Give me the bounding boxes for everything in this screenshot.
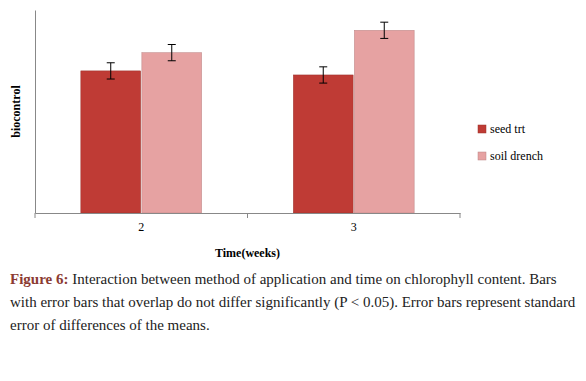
x-tick-label: 3 xyxy=(351,220,357,234)
legend-label: soil drench xyxy=(490,149,543,163)
error-bar-line xyxy=(380,38,388,39)
x-boundary-tick xyxy=(35,213,36,218)
legend-swatch xyxy=(478,152,486,160)
error-bar-line xyxy=(168,44,176,45)
x-axis-title: Time(weeks) xyxy=(215,246,280,260)
bar xyxy=(354,30,414,213)
error-bar xyxy=(380,22,388,38)
caption-label: Figure 6: xyxy=(10,271,68,287)
error-bar-line xyxy=(171,45,172,61)
error-bar-line xyxy=(168,60,176,61)
caption: Figure 6: Interaction between method of … xyxy=(10,268,576,337)
error-bar-line xyxy=(107,79,115,80)
legend-swatch xyxy=(478,125,486,133)
y-axis xyxy=(35,11,36,214)
legend-label: seed trt xyxy=(490,122,526,136)
caption-text: Interaction between method of applicatio… xyxy=(10,271,575,333)
error-bar-line xyxy=(319,83,327,84)
bar xyxy=(81,71,141,213)
x-boundary-tick xyxy=(460,213,461,218)
y-axis-title: biocontrol xyxy=(9,85,23,138)
error-bar-line xyxy=(110,63,111,79)
x-tick: 3 xyxy=(351,213,357,234)
legend: seed trt soil drench xyxy=(478,122,543,163)
error-bar-line xyxy=(323,67,324,83)
x-tick: 2 xyxy=(138,213,144,234)
error-bar-line xyxy=(107,62,115,63)
x-boundary-tick xyxy=(247,213,248,218)
y-axis-line xyxy=(35,11,36,214)
error-bar-line xyxy=(319,66,327,67)
error-bar xyxy=(107,63,115,79)
error-bar xyxy=(168,45,176,61)
bar xyxy=(142,53,202,213)
error-bar xyxy=(319,67,327,83)
error-bar-line xyxy=(384,22,385,38)
x-axis: 23 xyxy=(36,213,461,234)
bar xyxy=(293,75,353,213)
x-tick-label: 2 xyxy=(138,220,144,234)
caption-space xyxy=(68,271,72,287)
error-bar-line xyxy=(380,22,388,23)
plot xyxy=(81,22,414,213)
